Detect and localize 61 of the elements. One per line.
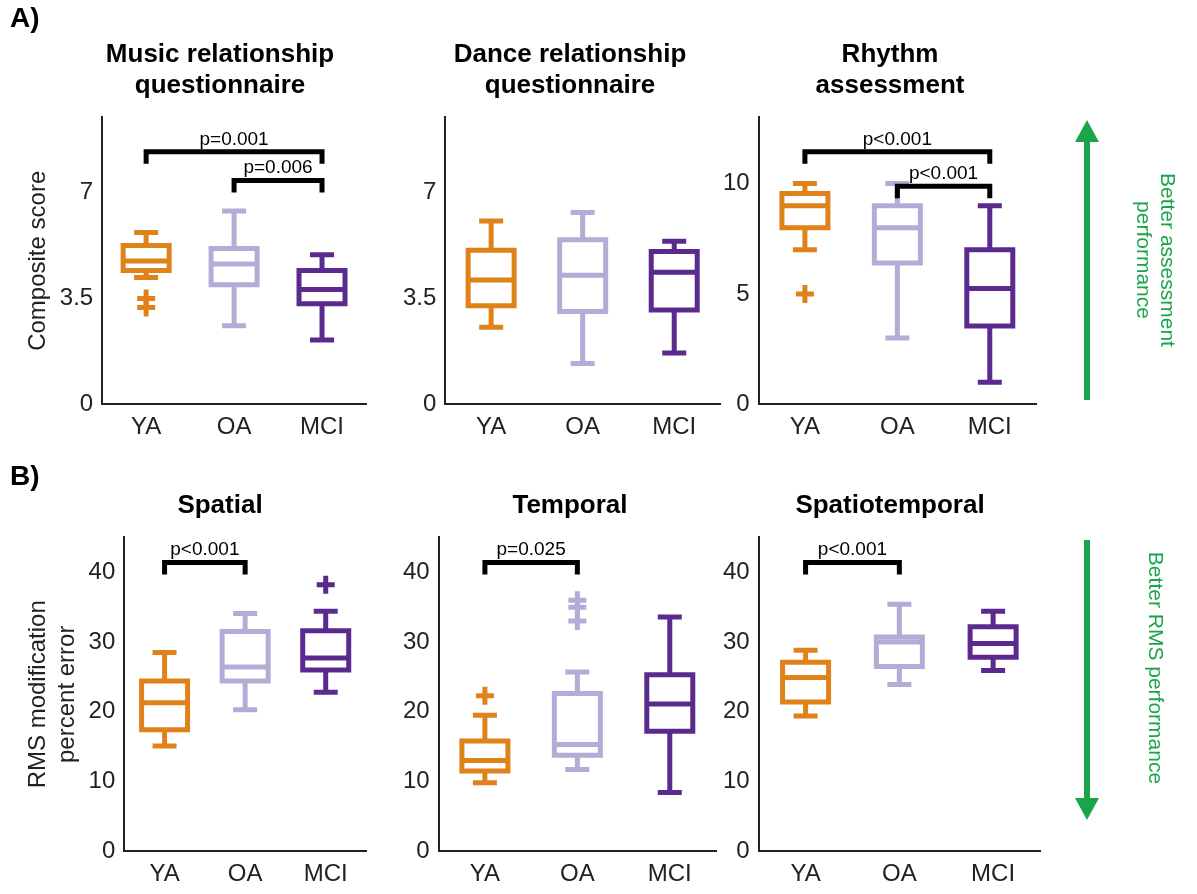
annotation: p=0.001	[199, 127, 269, 149]
y-tick-label: 0	[736, 835, 750, 863]
text: Better RMS performance	[1143, 550, 1168, 787]
text: A)	[10, 2, 40, 34]
y-tick-label: 30	[88, 626, 116, 654]
x-tick-label: OA	[216, 412, 252, 440]
x-tick-label: OA	[882, 859, 917, 887]
y-tick-label: 30	[722, 626, 750, 654]
x-tick-label: YA	[789, 412, 821, 440]
chart-title: Music relationship questionnaire	[105, 38, 335, 99]
x-tick-label: MCI	[300, 412, 345, 440]
y-tick-label: 10	[722, 766, 750, 794]
y-tick-label: 0	[416, 835, 430, 863]
chart-title: Spatiotemporal	[794, 488, 986, 520]
y-tick-label: 40	[722, 556, 750, 584]
y-tick-label: 7	[423, 177, 437, 205]
y-tick-label: 0	[79, 388, 94, 416]
x-tick-label: YA	[790, 859, 821, 887]
annotation: p<0.001	[908, 161, 979, 183]
x-tick-label: OA	[880, 412, 915, 440]
y-tick-label: 0	[736, 388, 750, 416]
annotation: p<0.001	[817, 538, 888, 560]
y-axis-title: Composite score	[23, 170, 51, 351]
annotation: p<0.001	[170, 538, 240, 560]
chart-title: Temporal	[511, 488, 629, 520]
y-tick-label: 7	[79, 177, 94, 205]
y-tick-label: 3.5	[402, 283, 437, 311]
chart-title: Dance relationship questionnaire	[452, 37, 688, 100]
x-tick-label: MCI	[967, 412, 1012, 440]
y-tick-label: 10	[402, 766, 430, 794]
x-tick-label: MCI	[647, 859, 692, 887]
y-tick-label: 0	[101, 835, 116, 863]
x-tick-label: YA	[476, 412, 507, 440]
x-tick-label: MCI	[652, 412, 697, 440]
y-tick-label: 10	[88, 766, 116, 794]
text: Better assessment performance	[1131, 172, 1180, 349]
chart-title: Spatial	[177, 489, 263, 519]
annotation: p=0.025	[496, 538, 566, 560]
chart-title: Rhythm assessment	[814, 37, 966, 100]
y-tick-label: 20	[722, 696, 750, 724]
y-tick-label: 0	[423, 388, 437, 416]
y-tick-label: 40	[88, 556, 116, 584]
x-tick-label: OA	[227, 859, 263, 887]
annotation: p=0.006	[243, 156, 313, 178]
x-tick-label: OA	[560, 859, 595, 887]
x-tick-label: MCI	[971, 859, 1016, 887]
x-tick-label: MCI	[303, 859, 348, 887]
y-tick-label: 10	[722, 168, 750, 196]
y-tick-label: 20	[402, 696, 430, 724]
y-tick-label: 30	[402, 626, 430, 654]
x-tick-label: YA	[469, 859, 501, 887]
text: B)	[10, 460, 40, 492]
y-tick-label: 20	[88, 696, 116, 724]
y-tick-label: 40	[402, 556, 430, 584]
y-tick-label: 5	[736, 278, 750, 306]
y-tick-label: 3.5	[59, 283, 94, 311]
x-tick-label: OA	[565, 412, 601, 440]
annotation: p<0.001	[862, 127, 932, 149]
x-tick-label: YA	[131, 412, 162, 440]
x-tick-label: YA	[149, 859, 180, 887]
y-axis-title: RMS modification percent error	[23, 600, 79, 789]
